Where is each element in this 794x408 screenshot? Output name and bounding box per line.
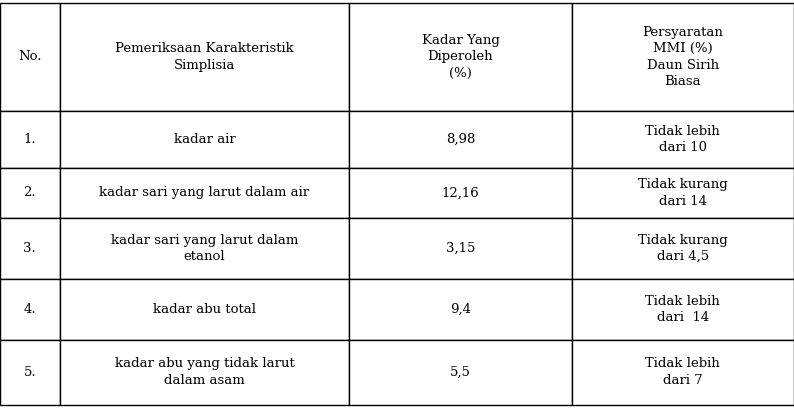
Bar: [0, 168, 60, 218]
Bar: [572, 279, 794, 340]
Text: Tidak kurang
dari 14: Tidak kurang dari 14: [638, 178, 728, 208]
Bar: [60, 279, 349, 340]
Bar: [572, 111, 794, 168]
Bar: [60, 111, 349, 168]
Bar: [0, 218, 60, 279]
Text: kadar sari yang larut dalam air: kadar sari yang larut dalam air: [99, 186, 310, 200]
Text: 9,4: 9,4: [450, 303, 471, 316]
Bar: [572, 218, 794, 279]
Bar: [349, 168, 572, 218]
Text: Tidak lebih
dari 7: Tidak lebih dari 7: [646, 357, 720, 387]
Text: kadar abu yang tidak larut
dalam asam: kadar abu yang tidak larut dalam asam: [114, 357, 295, 387]
Text: No.: No.: [18, 51, 41, 64]
Text: Tidak lebih
dari  14: Tidak lebih dari 14: [646, 295, 720, 324]
Text: kadar abu total: kadar abu total: [153, 303, 256, 316]
Bar: [349, 218, 572, 279]
Text: 1.: 1.: [24, 133, 36, 146]
Text: 4.: 4.: [24, 303, 36, 316]
Bar: [0, 111, 60, 168]
Text: 12,16: 12,16: [441, 186, 480, 200]
Bar: [349, 3, 572, 111]
Text: Tidak lebih
dari 10: Tidak lebih dari 10: [646, 125, 720, 154]
Text: Tidak kurang
dari 4,5: Tidak kurang dari 4,5: [638, 234, 728, 263]
Bar: [349, 340, 572, 405]
Bar: [0, 3, 60, 111]
Text: 3.: 3.: [23, 242, 37, 255]
Text: 3,15: 3,15: [446, 242, 475, 255]
Text: 5,5: 5,5: [450, 366, 471, 379]
Bar: [572, 3, 794, 111]
Bar: [60, 340, 349, 405]
Text: Kadar Yang
Diperoleh
(%): Kadar Yang Diperoleh (%): [422, 34, 499, 80]
Bar: [349, 279, 572, 340]
Bar: [349, 111, 572, 168]
Text: 5.: 5.: [24, 366, 36, 379]
Text: kadar air: kadar air: [174, 133, 235, 146]
Bar: [0, 279, 60, 340]
Bar: [60, 168, 349, 218]
Text: Pemeriksaan Karakteristik
Simplisia: Pemeriksaan Karakteristik Simplisia: [115, 42, 294, 72]
Text: Persyaratan
MMI (%)
Daun Sirih
Biasa: Persyaratan MMI (%) Daun Sirih Biasa: [642, 26, 723, 88]
Text: 2.: 2.: [24, 186, 36, 200]
Bar: [0, 340, 60, 405]
Bar: [60, 3, 349, 111]
Text: kadar sari yang larut dalam
etanol: kadar sari yang larut dalam etanol: [111, 234, 298, 263]
Bar: [60, 218, 349, 279]
Text: 8,98: 8,98: [446, 133, 475, 146]
Bar: [572, 340, 794, 405]
Bar: [572, 168, 794, 218]
